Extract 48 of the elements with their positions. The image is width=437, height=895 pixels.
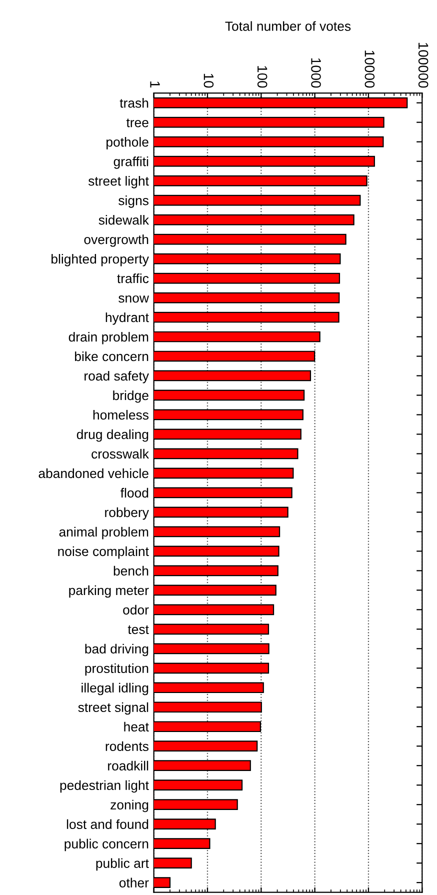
y-tick-label: flood — [120, 488, 148, 498]
y-tick-label: drug dealing — [76, 429, 148, 442]
y-tick-label: traffic — [117, 273, 149, 284]
y-tick-label: snow — [118, 295, 149, 303]
y-tick-label: hydrant — [106, 312, 149, 325]
y-tick-label: sidewalk — [98, 215, 149, 225]
x-tick-label: 100000 — [418, 42, 428, 88]
y-tick-label: bench — [114, 566, 148, 576]
y-tick-label: blighted property — [52, 254, 149, 266]
y-tick-label: pothole — [106, 137, 148, 150]
y-tick-label: abandoned vehicle — [38, 468, 148, 478]
y-tick-label: drain problem — [68, 332, 148, 344]
y-tick-label: odor — [123, 604, 149, 615]
y-tick-label: pedestrian light — [60, 780, 149, 793]
y-tick-label: illegal idling — [82, 682, 148, 696]
y-tick-label: other — [119, 878, 149, 888]
x-tick-label: 1000 — [311, 58, 321, 88]
y-tick-label: tree — [126, 118, 148, 128]
y-tick-label: prostitution — [85, 663, 148, 676]
y-tick-label: lost and found — [66, 819, 148, 829]
x-axis-title: Total number of votes — [225, 21, 351, 31]
y-tick-label: graffiti — [114, 156, 148, 169]
y-tick-label: trash — [120, 98, 148, 108]
y-tick-label: street light — [88, 176, 149, 188]
y-tick-label: homeless — [93, 410, 148, 420]
y-tick-label: public art — [96, 858, 149, 871]
y-tick-label: bridge — [113, 390, 148, 403]
y-tick-label: noise complaint — [58, 546, 149, 559]
y-tick-label: signs — [118, 196, 148, 208]
y-tick-label: street signal — [78, 702, 148, 715]
y-tick-label: crosswalk — [92, 448, 149, 459]
x-tick-label: 100 — [257, 66, 268, 88]
x-tick-label: 10 — [204, 74, 214, 88]
y-tick-label: test — [128, 625, 149, 634]
y-tick-label: robbery — [105, 507, 149, 520]
y-tick-label: public concern — [64, 838, 148, 852]
x-tick-label: 10000 — [364, 50, 375, 88]
y-tick-label: heat — [124, 722, 149, 732]
y-tick-label: animal problem — [59, 526, 148, 540]
y-tick-label: overgrowth — [84, 234, 148, 247]
y-tick-label: rodents — [106, 741, 148, 752]
y-tick-label: bad driving — [85, 644, 148, 656]
y-tick-label: bike concern — [75, 351, 148, 362]
y-tick-label: parking meter — [69, 585, 149, 598]
x-tick-label: 1 — [150, 82, 160, 88]
y-tick-label: zoning — [110, 800, 148, 812]
y-tick-label: road safety — [84, 370, 149, 384]
y-tick-label: roadkill — [108, 760, 148, 771]
